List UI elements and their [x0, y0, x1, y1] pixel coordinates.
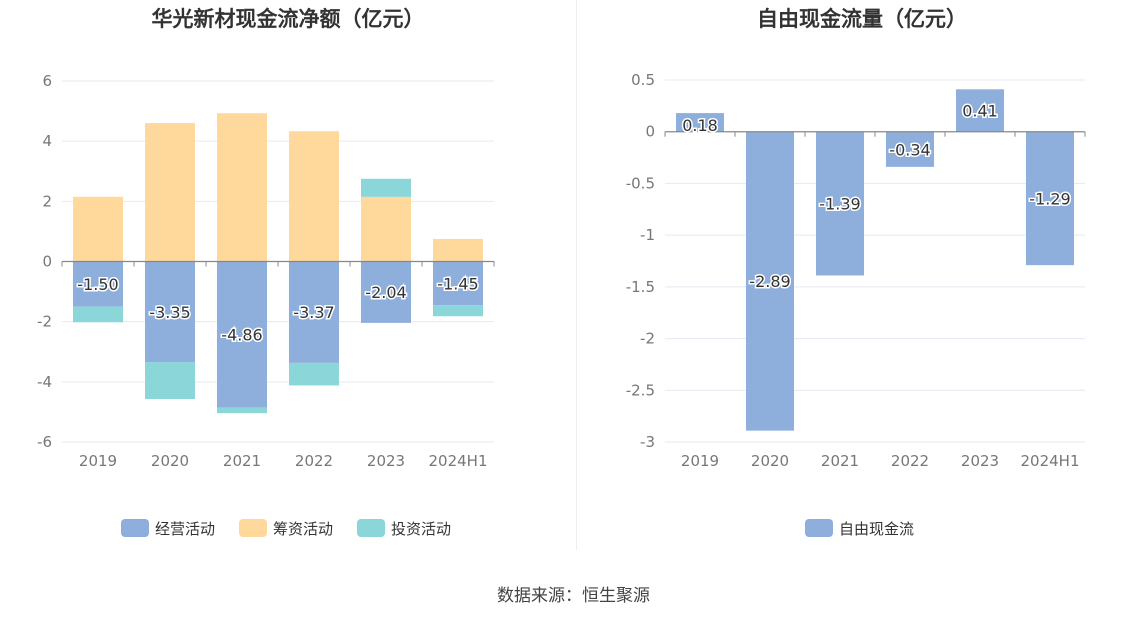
y-tick-label: -2.5	[626, 381, 655, 399]
bar	[289, 362, 339, 386]
y-tick-label: -2	[640, 330, 655, 348]
bar	[433, 238, 483, 262]
y-tick-label: 0	[645, 123, 655, 141]
x-tick-label: 2024H1	[429, 452, 488, 470]
y-tick-label: -3	[640, 433, 655, 451]
bar	[361, 196, 411, 262]
legend-label: 投资活动	[391, 520, 451, 538]
legend-label: 经营活动	[155, 520, 215, 538]
bar	[145, 362, 195, 399]
legend-swatch	[239, 519, 267, 537]
data-label: -4.86	[221, 326, 262, 345]
bar	[746, 131, 794, 431]
data-label: 0.18	[682, 116, 718, 135]
bar	[289, 261, 339, 363]
free-cash-flow-chart: 自由现金流量（亿元） 0.5 0 -0.5 -1 -1.5 -2 -2.5 -3 2019 2020…	[626, 7, 1086, 538]
data-label: 0.41	[962, 102, 998, 121]
legend-swatch	[357, 519, 385, 537]
data-label: -1.45	[437, 274, 478, 293]
x-tick-label: 2022	[891, 452, 929, 470]
bar	[816, 131, 864, 276]
x-tick-label: 2019	[79, 452, 117, 470]
data-label: -2.04	[365, 283, 406, 302]
y-tick-label: 0	[42, 253, 52, 271]
legend-swatch	[121, 519, 149, 537]
chart-title: 华光新材现金流净额（亿元）	[152, 7, 425, 31]
bar	[361, 178, 411, 197]
data-label: -1.39	[819, 195, 860, 214]
y-tick-label: -4	[37, 373, 52, 391]
x-tick-label: 2022	[295, 452, 333, 470]
x-tick-label: 2021	[821, 452, 859, 470]
x-tick-label: 2023	[367, 452, 405, 470]
bar	[433, 261, 483, 306]
data-label: -1.50	[77, 275, 118, 294]
bar	[217, 113, 267, 262]
y-tick-label: 0.5	[631, 71, 655, 89]
bar	[145, 261, 195, 363]
legend-label: 自由现金流	[839, 520, 914, 538]
y-tick-label: 6	[42, 72, 52, 90]
cash-flow-net-chart: 华光新材现金流净额（亿元） 6 4 2 0 -2 -4 -6 2019 2020 2021 2022 2…	[37, 7, 495, 538]
bar	[433, 305, 483, 317]
bar	[145, 123, 195, 262]
bar	[676, 113, 724, 132]
x-tick-label: 2023	[961, 452, 999, 470]
data-label: -0.34	[889, 140, 930, 159]
legend-item: 投资活动	[357, 519, 451, 538]
y-tick-label: 2	[42, 192, 52, 210]
x-tick-label: 2019	[681, 452, 719, 470]
bar	[886, 131, 934, 167]
bar	[73, 196, 123, 262]
data-label: -2.89	[749, 272, 790, 291]
legend-item: 筹资活动	[239, 519, 333, 538]
data-label: -3.35	[149, 303, 190, 322]
legend-item: 自由现金流	[805, 519, 914, 538]
bar	[217, 407, 267, 414]
legend-swatch	[805, 519, 833, 537]
x-tick-label: 2021	[223, 452, 261, 470]
bar	[956, 89, 1004, 132]
y-tick-label: -1.5	[626, 278, 655, 296]
bar	[289, 131, 339, 262]
legend-item: 经营活动	[121, 519, 215, 538]
x-tick-label: 2020	[151, 452, 189, 470]
panel-divider	[576, 0, 577, 550]
data-label: -1.29	[1029, 189, 1070, 208]
y-tick-label: 4	[42, 132, 52, 150]
y-tick-label: -1	[640, 226, 655, 244]
bar	[73, 306, 123, 323]
y-tick-label: -6	[37, 433, 52, 451]
x-tick-label: 2024H1	[1021, 452, 1080, 470]
data-source-note: 数据来源：恒生聚源	[497, 586, 650, 606]
x-tick-label: 2020	[751, 452, 789, 470]
bar	[217, 261, 267, 408]
bar	[361, 261, 411, 323]
bar	[73, 261, 123, 307]
y-tick-label: -2	[37, 313, 52, 331]
data-label: -3.37	[293, 303, 334, 322]
chart-title: 自由现金流量（亿元）	[757, 7, 967, 31]
bar	[1026, 131, 1074, 266]
legend-label: 筹资活动	[273, 520, 333, 538]
y-tick-label: -0.5	[626, 174, 655, 192]
